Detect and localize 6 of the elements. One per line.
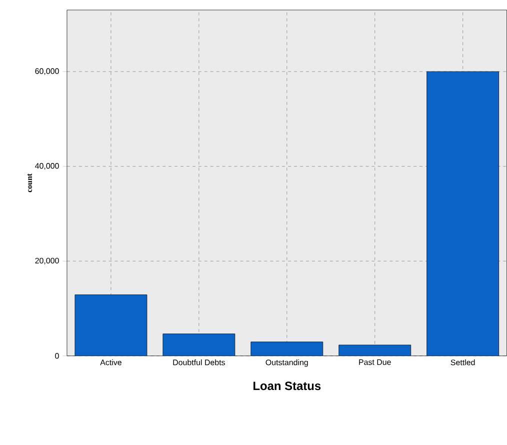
bar [250, 342, 323, 356]
bar [74, 294, 147, 356]
x-axis-title: Loan Status [253, 382, 321, 390]
bar [162, 334, 235, 356]
bar [426, 71, 500, 356]
bar [338, 345, 411, 356]
